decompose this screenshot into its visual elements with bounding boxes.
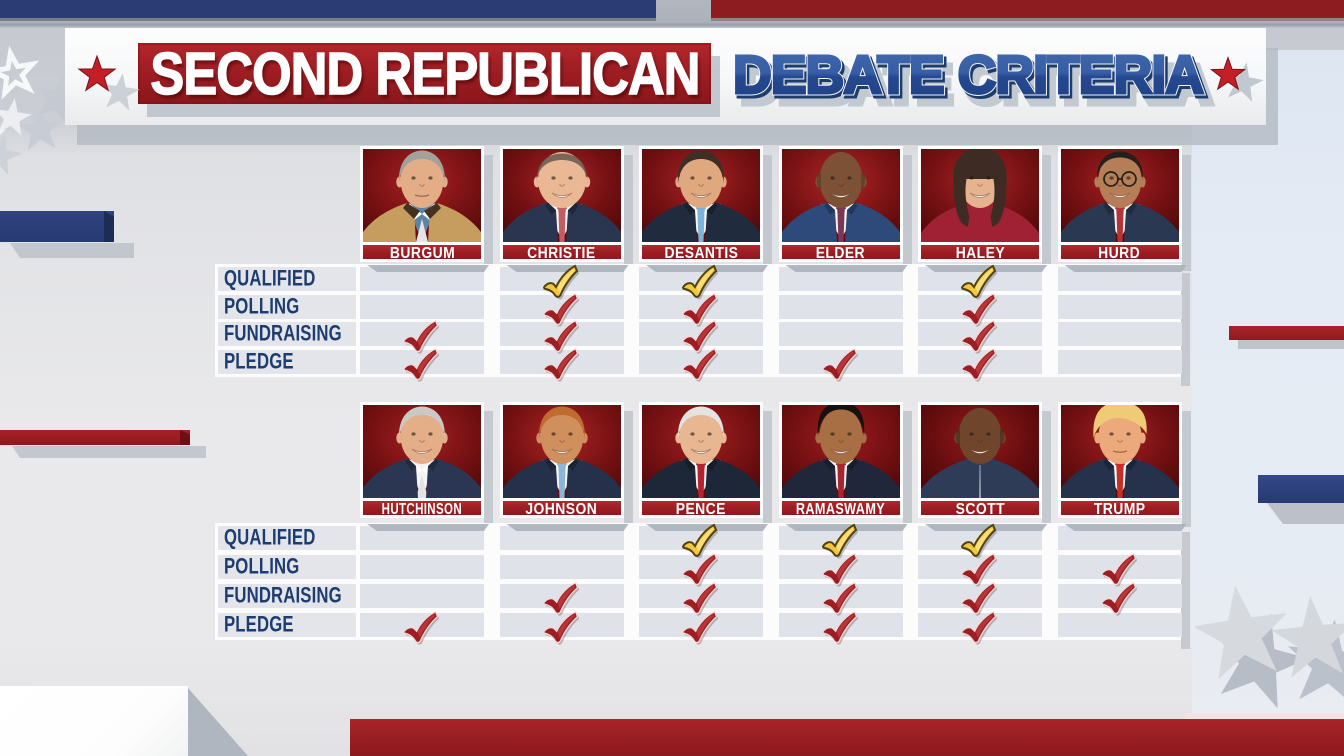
svg-text:DEBATE CRITERIA: DEBATE CRITERIA [741, 55, 1211, 115]
svg-text:DEBATE CRITERIA: DEBATE CRITERIA [736, 48, 1206, 108]
svg-text:DEBATE CRITERIA: DEBATE CRITERIA [733, 45, 1203, 105]
svg-text:DEBATE CRITERIA: DEBATE CRITERIA [733, 45, 1203, 105]
